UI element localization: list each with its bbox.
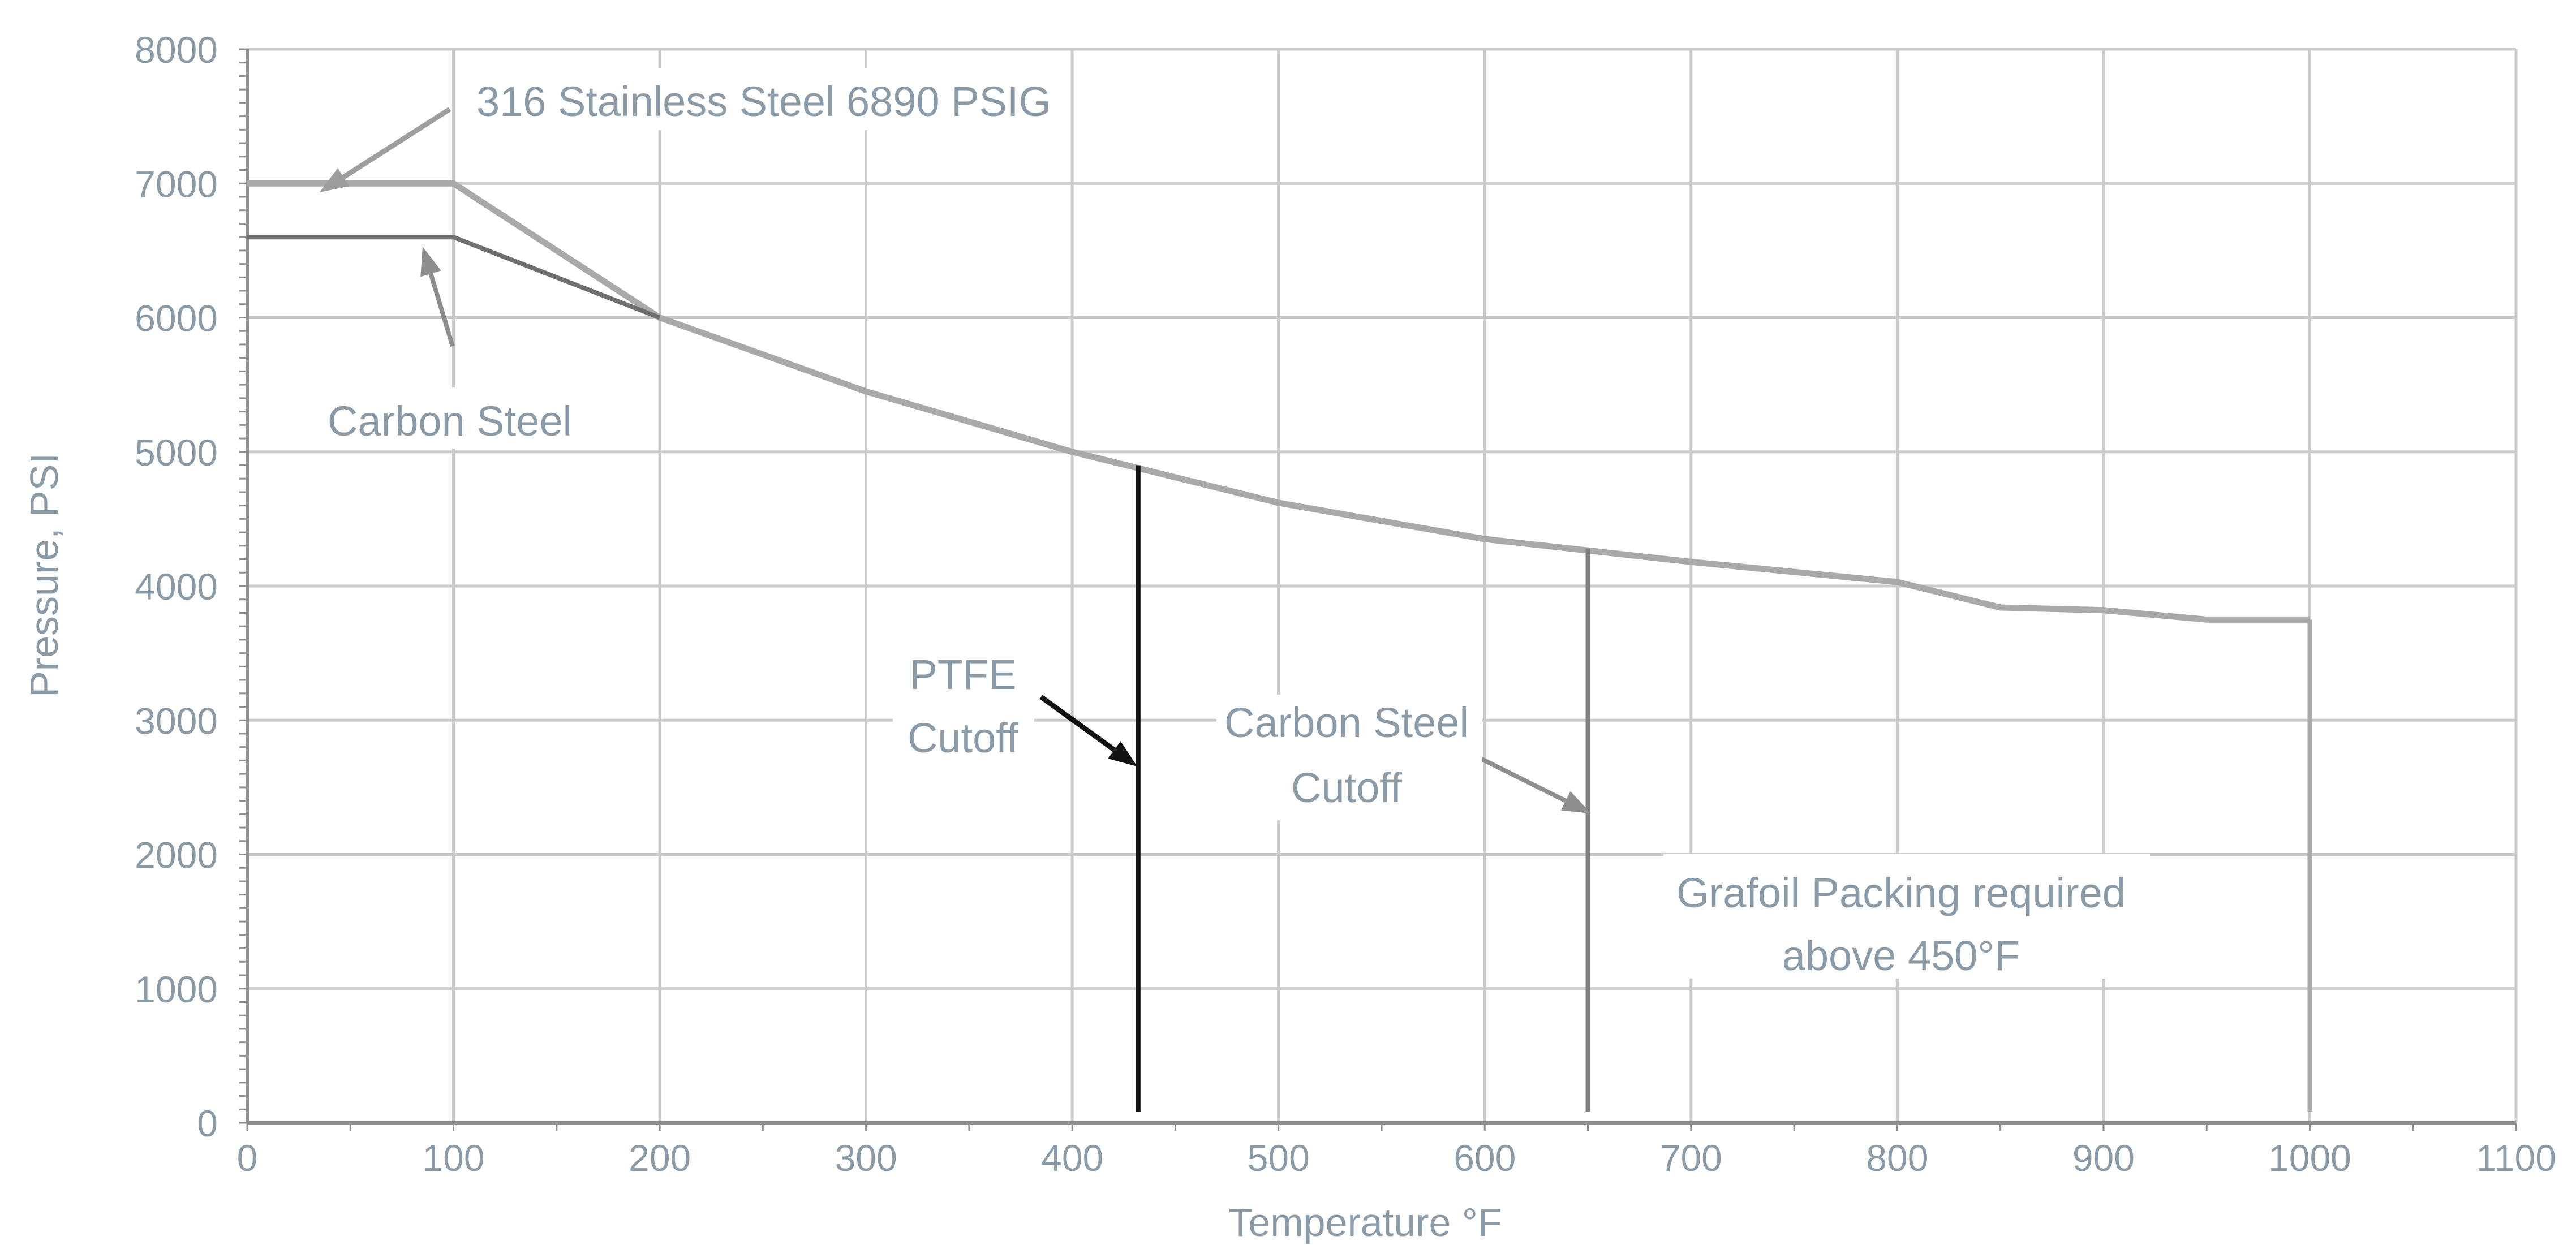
x-tick-label: 0: [237, 1137, 258, 1179]
x-tick-label: 600: [1453, 1137, 1516, 1179]
y-axis-title: Pressure, PSI: [22, 453, 66, 697]
grid: [246, 48, 2518, 1125]
annotation-arrows: [320, 107, 1591, 813]
arrow-head: [320, 168, 350, 192]
y-tick-label: 7000: [135, 163, 218, 205]
annotation-grafoil-line1: Grafoil Packing required: [1676, 869, 2126, 916]
annotation-bg-cscut: [1216, 695, 1482, 820]
x-tick-label: 100: [422, 1137, 484, 1179]
annotation-bg-ptfe: [893, 648, 1034, 766]
x-tick-label: 1100: [2476, 1137, 2556, 1179]
annotation-bg-ss: [475, 68, 1052, 130]
annotation-ptfe-line1: PTFE: [909, 651, 1016, 698]
annotation-ss: 316 Stainless Steel 6890 PSIG: [476, 78, 1051, 125]
cutoff-lines: [1136, 465, 2312, 1112]
y-tick-label: 4000: [135, 566, 218, 608]
annotation-cscut-line1: Carbon Steel: [1224, 699, 1469, 746]
arrow-head: [1108, 741, 1137, 766]
x-tick-label: 800: [1866, 1137, 1928, 1179]
x-tick-label: 900: [2072, 1137, 2135, 1179]
x-axis-title: Temperature °F: [1228, 1200, 1502, 1244]
series-line: [247, 235, 661, 320]
annotation-grafoil-line2: above 450°F: [1782, 932, 2020, 979]
x-tick-label: 400: [1041, 1137, 1103, 1179]
y-tick-label: 8000: [135, 29, 218, 71]
y-tick-label: 3000: [135, 700, 218, 742]
annotation-ptfe-line2: Cutoff: [908, 714, 1019, 761]
series-group: [247, 180, 2310, 623]
annotation-cs: Carbon Steel: [328, 398, 572, 445]
y-tick-label: 1000: [135, 968, 218, 1010]
y-tick-labels: 0 1000 2000 3000 4000 5000 6000 7000 8000: [135, 29, 218, 1144]
axes: [239, 48, 2517, 1131]
x-tick-label: 300: [835, 1137, 897, 1179]
x-tick-label: 200: [629, 1137, 691, 1179]
arrow-line: [342, 107, 451, 179]
y-tick-label: 2000: [135, 834, 218, 876]
x-tick-label: 500: [1248, 1137, 1310, 1179]
annotation-bg-cs: [297, 387, 603, 449]
y-tick-label: 6000: [135, 298, 218, 339]
x-tick-label: 700: [1660, 1137, 1722, 1179]
y-tick-label: 5000: [135, 432, 218, 473]
annotation-bg-grafoil: [1663, 854, 2150, 979]
arrow-line: [1467, 750, 1567, 803]
arrow-head: [1560, 791, 1591, 813]
x-tick-labels: 0 100 200 300 400 500 600 700 800 900 1000 1100: [237, 1137, 2556, 1179]
arrow-head: [420, 247, 441, 277]
x-tick-label: 1000: [2268, 1137, 2351, 1179]
arrow-line: [428, 273, 455, 347]
y-tick-label: 0: [197, 1102, 218, 1144]
annotation-cscut-line2: Cutoff: [1291, 764, 1403, 811]
arrow-line: [1039, 695, 1116, 752]
